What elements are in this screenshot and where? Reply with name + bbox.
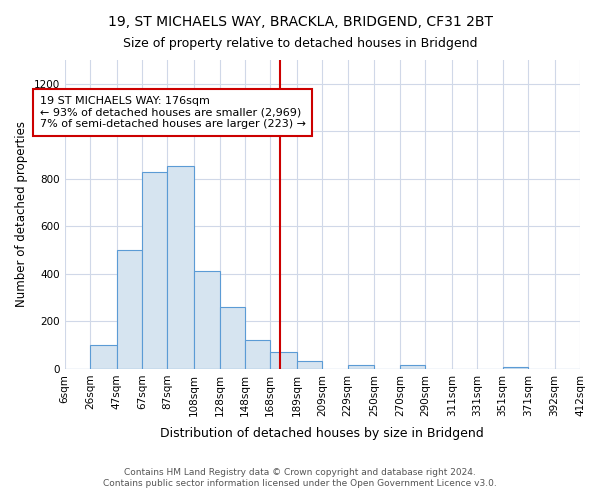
Bar xyxy=(117,250,142,369)
Bar xyxy=(348,366,374,369)
Bar xyxy=(90,345,117,369)
Text: 19, ST MICHAELS WAY, BRACKLA, BRIDGEND, CF31 2BT: 19, ST MICHAELS WAY, BRACKLA, BRIDGEND, … xyxy=(107,15,493,29)
Text: Size of property relative to detached houses in Bridgend: Size of property relative to detached ho… xyxy=(123,38,477,51)
Bar xyxy=(142,172,167,369)
Y-axis label: Number of detached properties: Number of detached properties xyxy=(15,122,28,308)
Bar xyxy=(167,166,194,369)
Bar xyxy=(297,360,322,369)
Bar xyxy=(400,366,425,369)
Bar xyxy=(503,366,528,369)
Bar xyxy=(220,307,245,369)
X-axis label: Distribution of detached houses by size in Bridgend: Distribution of detached houses by size … xyxy=(160,427,484,440)
Text: 19 ST MICHAELS WAY: 176sqm
← 93% of detached houses are smaller (2,969)
7% of se: 19 ST MICHAELS WAY: 176sqm ← 93% of deta… xyxy=(40,96,305,129)
Bar xyxy=(270,352,297,369)
Text: Contains HM Land Registry data © Crown copyright and database right 2024.
Contai: Contains HM Land Registry data © Crown c… xyxy=(103,468,497,487)
Bar xyxy=(245,340,270,369)
Bar xyxy=(194,272,220,369)
